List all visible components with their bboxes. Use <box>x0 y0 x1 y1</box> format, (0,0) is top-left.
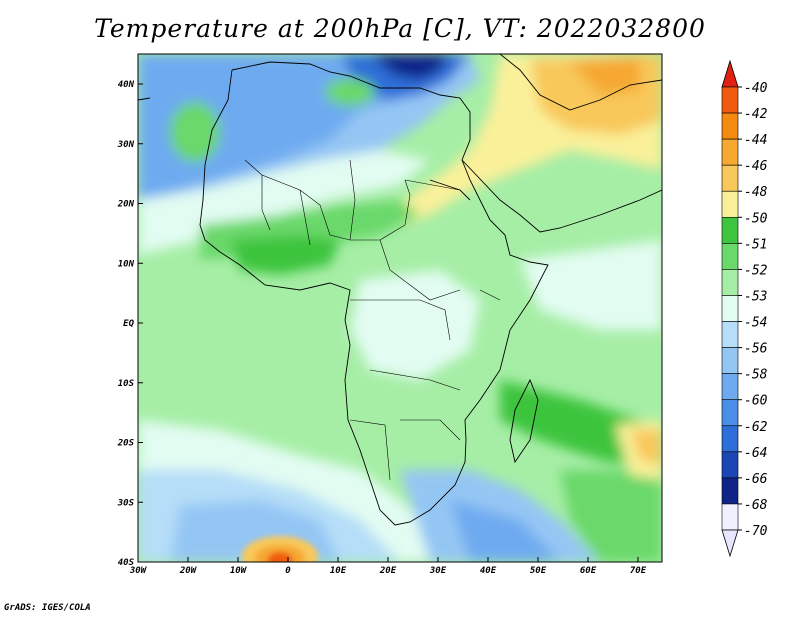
lon-label: 10W <box>230 566 248 576</box>
colorbar-segment <box>721 295 739 322</box>
colorbar-segment <box>721 321 739 348</box>
lat-label: 30N <box>117 140 135 150</box>
colorbar-segment <box>721 164 739 192</box>
lon-label: 70E <box>630 566 647 576</box>
colorbar-segment <box>721 425 739 453</box>
colorbar-label: -56 <box>744 342 768 357</box>
plot-frame <box>137 53 663 563</box>
lon-label: 50E <box>530 566 547 576</box>
colorbar-bottom-arrow <box>721 529 739 558</box>
colorbar-label: -68 <box>744 498 768 513</box>
colorbar-label: -54 <box>744 316 767 331</box>
colorbar-label: -44 <box>744 133 767 148</box>
latitude-axis: 40N 30N 20N 10N EQ 10S 20S 30S 40S <box>117 80 143 568</box>
colorbar-segment <box>721 451 739 479</box>
colorbar-segment <box>721 112 739 140</box>
lat-label: 20S <box>117 439 135 449</box>
colorbar-label: -48 <box>744 185 768 200</box>
colorbar-label: -66 <box>744 472 768 487</box>
map-title: Temperature at 200hPa [C], VT: 202203280… <box>94 14 706 43</box>
colorbar-label: -62 <box>744 420 768 435</box>
lon-label: 20W <box>179 566 198 576</box>
lon-label: 20E <box>379 566 397 576</box>
lat-label: 10S <box>118 379 135 389</box>
colorbar-segment <box>721 190 739 218</box>
lon-label: 60E <box>580 566 597 576</box>
lon-label: 10E <box>330 566 347 576</box>
colorbar-segment <box>721 477 739 505</box>
colorbar-segment <box>721 373 739 401</box>
lat-label: 10N <box>118 259 135 269</box>
lat-label: EQ <box>123 319 134 329</box>
lon-label: 40E <box>480 566 497 576</box>
colorbar-segment <box>721 86 739 114</box>
colorbar-label: -52 <box>744 263 768 278</box>
colorbar-label: -46 <box>744 159 768 174</box>
colorbar-label: -40 <box>744 81 768 96</box>
colorbar: -40 -42 -44 -46 -48 -50 -51 -52 -53 -54 -56 -58 -60 -… <box>721 59 768 558</box>
lat-label: 20N <box>117 200 135 210</box>
lon-label: 30E <box>429 566 447 576</box>
map-figure: 40N 30N 20N 10N EQ 10S 20S 30S 40S 30W 20W 10W 0 10E… <box>117 53 768 576</box>
country-borders <box>244 159 501 481</box>
lon-label: 0 <box>285 566 291 576</box>
colorbar-segment <box>721 216 739 244</box>
lat-label: 40N <box>118 80 135 90</box>
colorbar-label: -58 <box>744 368 768 383</box>
colorbar-label: -50 <box>744 211 768 226</box>
colorbar-label: -60 <box>744 394 768 409</box>
lon-label: 30W <box>129 566 148 576</box>
colorbar-segment <box>721 138 739 166</box>
temperature-field <box>138 54 662 562</box>
colorbar-segment <box>721 399 739 427</box>
colorbar-segment <box>721 347 739 374</box>
colorbar-label: -70 <box>744 524 768 539</box>
lat-label: 40S <box>118 558 135 568</box>
colorbar-segment <box>721 503 739 531</box>
lat-label: 30S <box>117 498 135 508</box>
colorbar-label: -51 <box>744 237 767 252</box>
colorbar-label: -64 <box>744 446 767 461</box>
colorbar-segment <box>721 243 739 270</box>
grads-credit: GrADS: IGES/COLA <box>4 603 91 613</box>
colorbar-segment <box>721 269 739 296</box>
longitude-axis: 30W 20W 10W 0 10E 20E 30E 40E 50E 60E 70E <box>129 557 647 576</box>
colorbar-label: -53 <box>744 289 767 304</box>
colorbar-label: -42 <box>744 107 768 122</box>
colorbar-top-arrow <box>721 59 739 88</box>
